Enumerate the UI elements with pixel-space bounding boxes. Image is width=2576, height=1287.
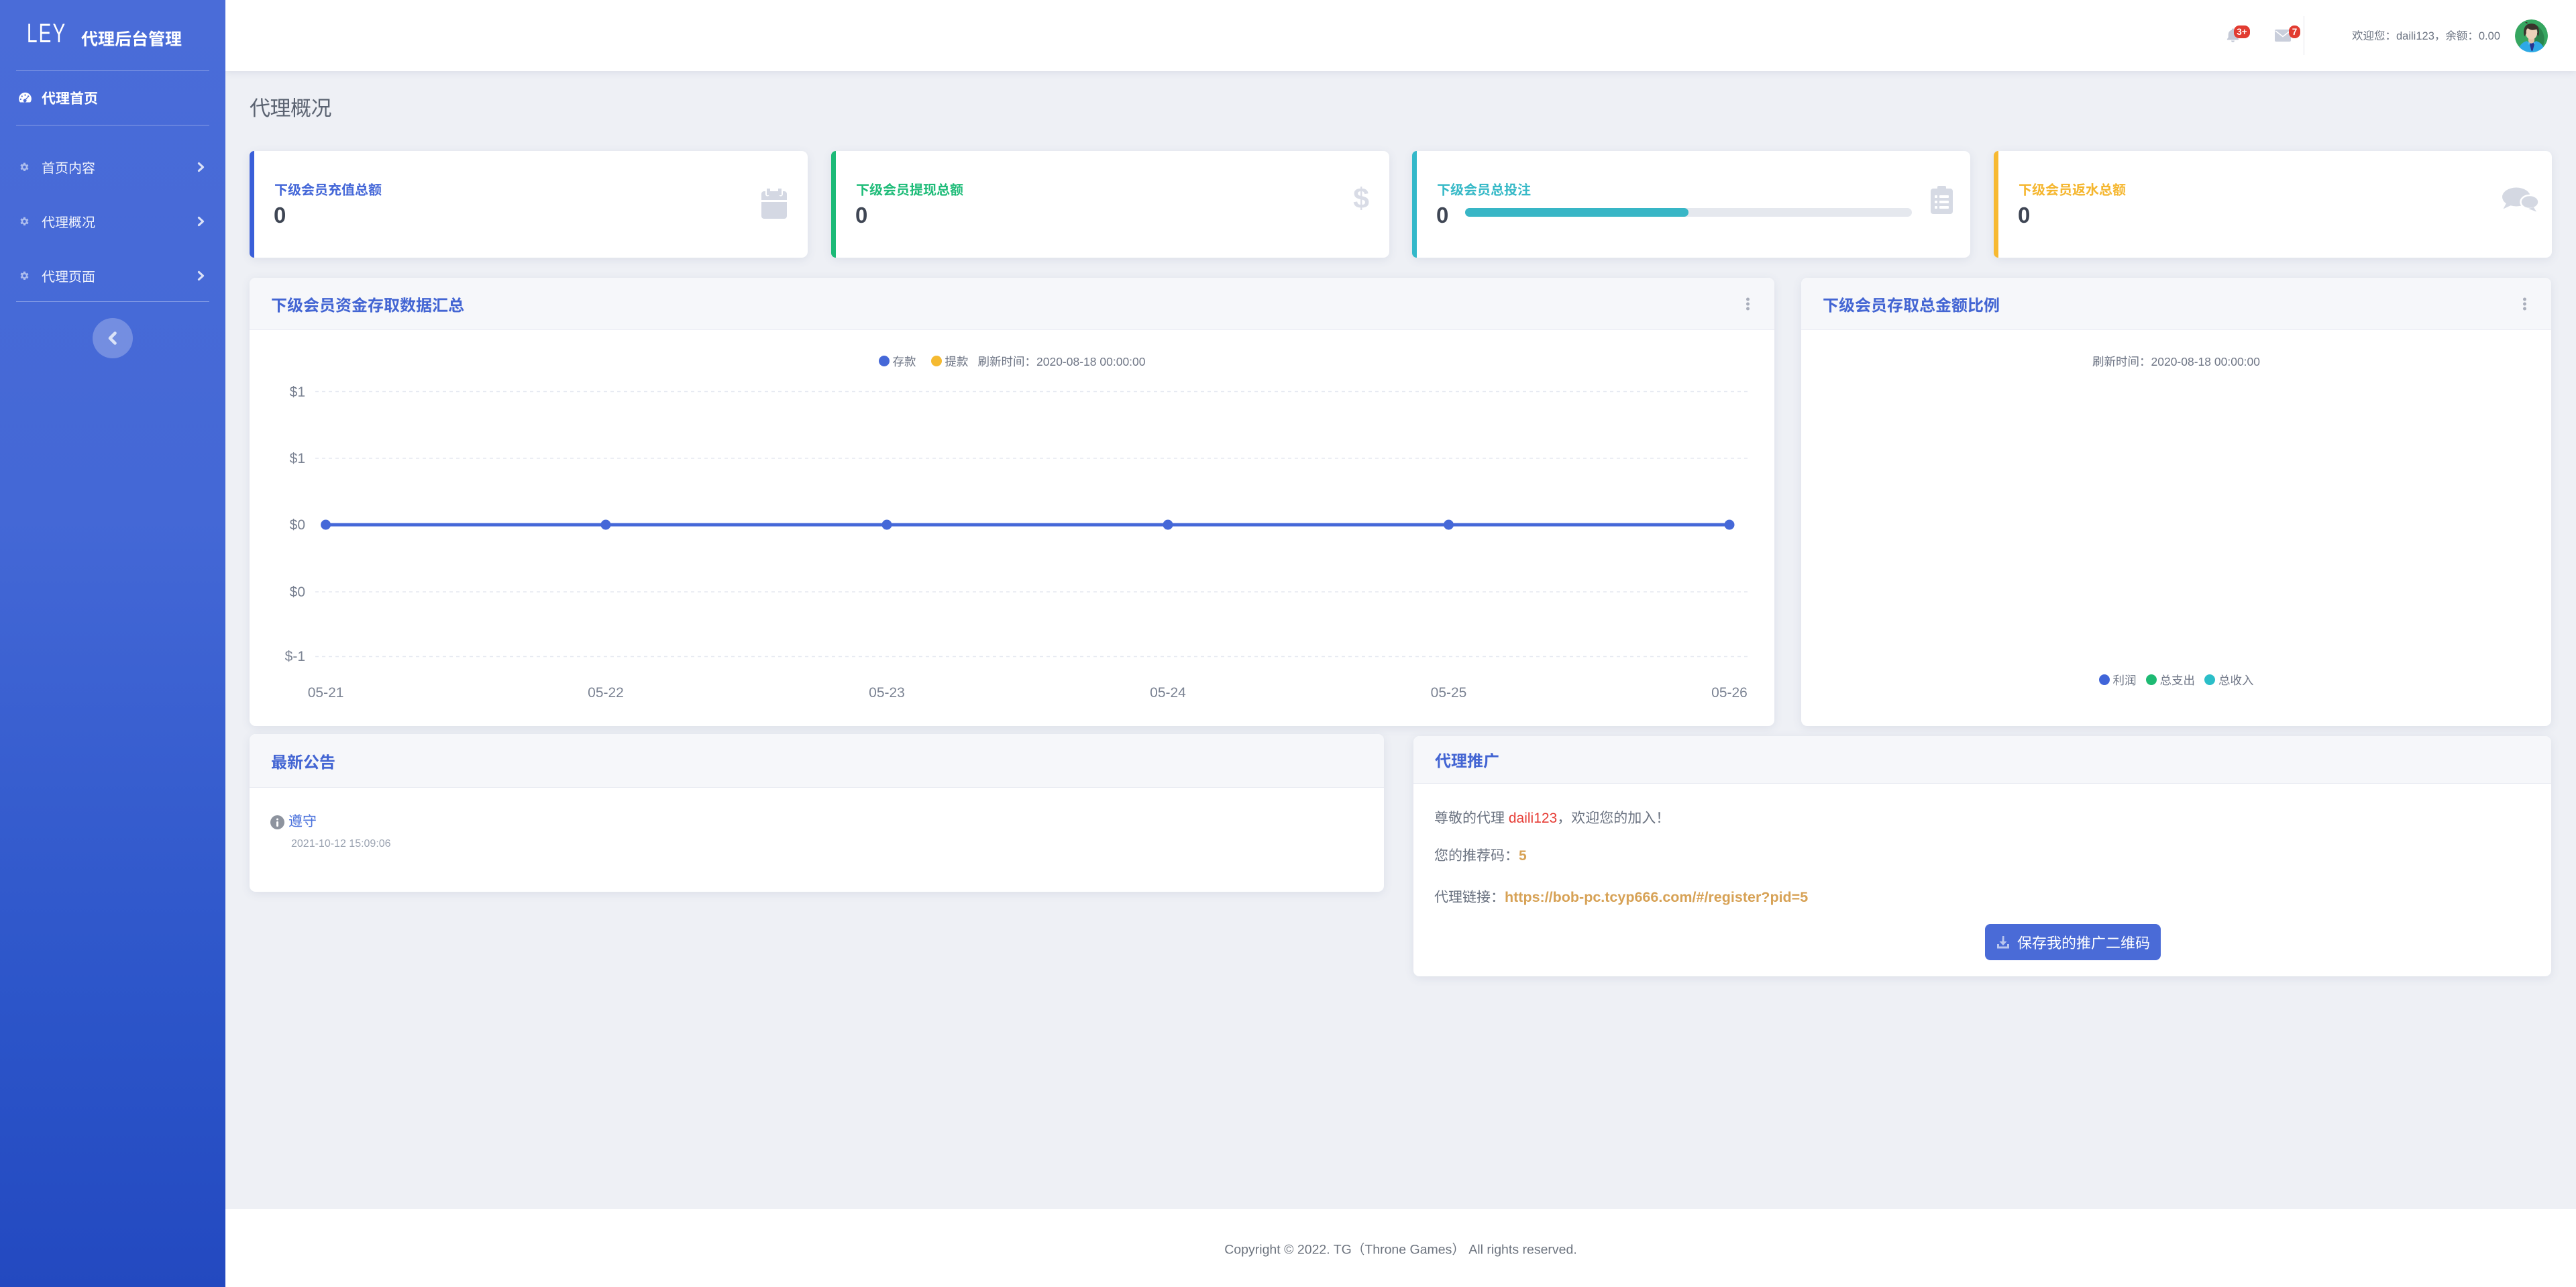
svg-text:$1: $1 xyxy=(290,384,305,400)
svg-text:05-26: 05-26 xyxy=(1711,685,1748,701)
svg-text:$0: $0 xyxy=(290,517,305,533)
svg-text:$1: $1 xyxy=(290,451,305,466)
svg-text:05-24: 05-24 xyxy=(1150,685,1186,701)
svg-text:05-21: 05-21 xyxy=(308,685,344,701)
svg-text:05-25: 05-25 xyxy=(1431,685,1467,701)
svg-text:$-1: $-1 xyxy=(285,649,305,664)
svg-text:05-23: 05-23 xyxy=(869,685,905,701)
svg-text:05-22: 05-22 xyxy=(588,685,624,701)
svg-text:$0: $0 xyxy=(290,584,305,600)
